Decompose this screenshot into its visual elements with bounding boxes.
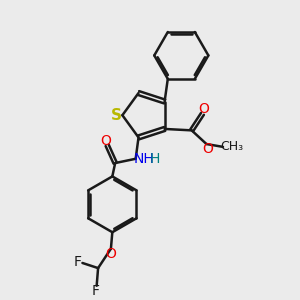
- Text: O: O: [100, 134, 111, 148]
- Text: H: H: [150, 152, 160, 166]
- Text: F: F: [73, 254, 81, 268]
- Text: F: F: [92, 284, 100, 298]
- Text: O: O: [198, 102, 209, 116]
- Text: S: S: [111, 108, 122, 123]
- Text: NH: NH: [133, 152, 154, 166]
- Text: O: O: [106, 247, 116, 261]
- Text: O: O: [203, 142, 214, 156]
- Text: CH₃: CH₃: [220, 140, 244, 153]
